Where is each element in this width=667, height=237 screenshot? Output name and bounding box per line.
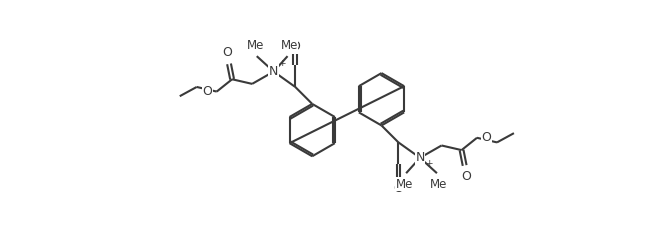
- Text: O: O: [462, 170, 471, 183]
- Text: O: O: [202, 85, 212, 98]
- Text: Me: Me: [247, 39, 264, 51]
- Text: O: O: [290, 41, 300, 53]
- Text: +: +: [425, 159, 432, 168]
- Text: N: N: [416, 151, 425, 164]
- Text: Me: Me: [280, 39, 297, 51]
- Text: O: O: [482, 131, 492, 144]
- Text: N: N: [269, 65, 278, 78]
- Text: Me: Me: [396, 178, 414, 191]
- Text: Me: Me: [430, 178, 447, 191]
- Text: +: +: [278, 59, 286, 68]
- Text: O: O: [394, 182, 404, 196]
- Text: O: O: [223, 46, 232, 59]
